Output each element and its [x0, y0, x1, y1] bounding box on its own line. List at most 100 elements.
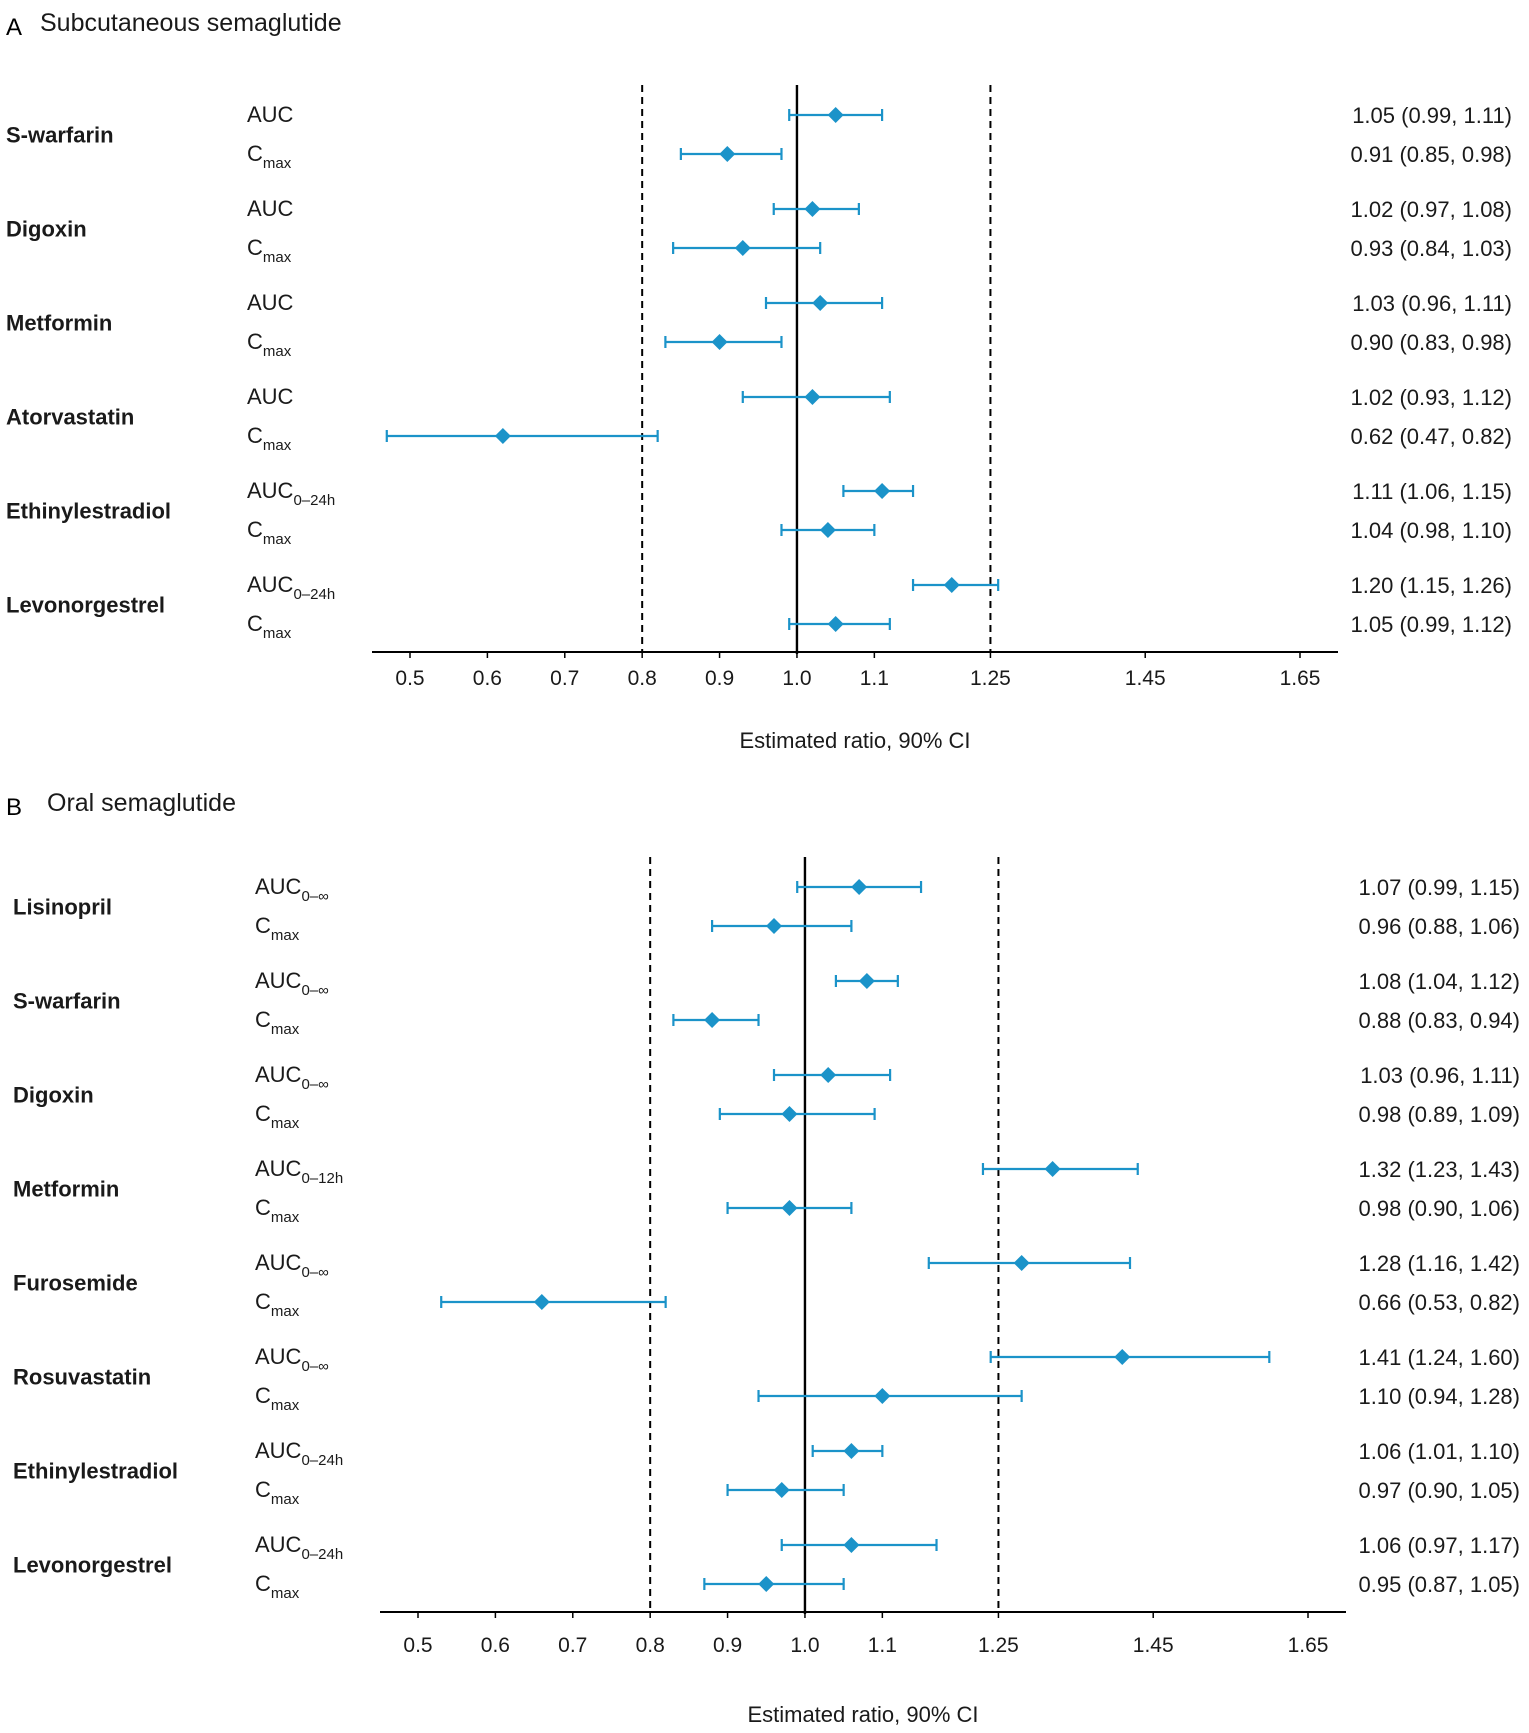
drug-label: Atorvastatin	[6, 405, 134, 430]
x-tick-label: 0.9	[713, 1634, 742, 1657]
metric-label: Cmax	[247, 423, 292, 454]
metric-subscript: max	[263, 531, 292, 548]
x-tick-label: 0.5	[395, 667, 424, 690]
x-tick-label: 0.6	[481, 1634, 510, 1657]
estimate-marker	[843, 1443, 860, 1459]
estimate-marker	[843, 1537, 860, 1553]
panel-title: Subcutaneous semaglutide	[40, 9, 342, 37]
estimate-marker	[820, 1067, 837, 1083]
ci-value-label: 1.41 (1.24, 1.60)	[1359, 1345, 1520, 1370]
metric-label: AUC0–12h	[255, 1156, 343, 1187]
estimate-marker	[1044, 1161, 1061, 1177]
ci-value-label: 1.32 (1.23, 1.43)	[1359, 1157, 1520, 1182]
x-axis-label: Estimated ratio, 90% CI	[747, 1702, 978, 1727]
metric-subscript: max	[271, 1303, 300, 1320]
drug-label: Digoxin	[6, 217, 87, 242]
metric-subscript: max	[263, 437, 292, 454]
drug-label: Furosemide	[13, 1271, 138, 1296]
estimate-marker	[533, 1294, 550, 1310]
metric-label: Cmax	[255, 1195, 300, 1226]
metric-label: Cmax	[247, 329, 292, 360]
metric-label: AUC0–∞	[255, 874, 329, 905]
x-tick-label: 1.45	[1133, 1634, 1174, 1657]
ci-value-label: 0.90 (0.83, 0.98)	[1351, 330, 1512, 355]
ci-value-label: 0.88 (0.83, 0.94)	[1359, 1008, 1520, 1033]
drug-label: Levonorgestrel	[6, 593, 165, 618]
x-tick-label: 0.5	[403, 1634, 432, 1657]
ci-value-label: 0.96 (0.88, 1.06)	[1359, 914, 1520, 939]
estimate-marker	[1013, 1255, 1030, 1271]
metric-subscript: max	[263, 249, 292, 266]
metric-label: Cmax	[255, 1477, 300, 1508]
drug-label: Ethinylestradiol	[13, 1459, 178, 1484]
estimate-marker	[1114, 1349, 1131, 1365]
estimate-marker	[719, 146, 736, 162]
ci-value-label: 1.06 (1.01, 1.10)	[1359, 1439, 1520, 1464]
ci-value-label: 1.20 (1.15, 1.26)	[1351, 573, 1512, 598]
estimate-marker	[819, 522, 836, 538]
metric-subscript: 0–12h	[301, 1170, 343, 1187]
estimate-marker	[851, 879, 868, 895]
estimate-marker	[734, 240, 751, 256]
drug-label: S-warfarin	[6, 123, 114, 148]
ci-value-label: 0.98 (0.90, 1.06)	[1359, 1196, 1520, 1221]
ci-value-label: 1.02 (0.97, 1.08)	[1351, 197, 1512, 222]
x-axis-label: Estimated ratio, 90% CI	[739, 728, 970, 753]
estimate-marker	[943, 577, 960, 593]
ci-value-label: 1.05 (0.99, 1.12)	[1351, 612, 1512, 637]
estimate-marker	[804, 389, 821, 405]
ci-value-label: 1.03 (0.96, 1.11)	[1352, 291, 1512, 316]
metric-label: AUC	[247, 196, 294, 221]
estimate-marker	[874, 483, 891, 499]
estimate-marker	[758, 1576, 775, 1592]
ci-value-label: 1.04 (0.98, 1.10)	[1351, 518, 1512, 543]
metric-label: Cmax	[247, 517, 292, 548]
ci-value-label: 0.97 (0.90, 1.05)	[1359, 1478, 1520, 1503]
metric-label: AUC0–∞	[255, 1250, 329, 1281]
estimate-marker	[827, 107, 844, 123]
ci-value-label: 1.08 (1.04, 1.12)	[1359, 969, 1520, 994]
metric-label: Cmax	[255, 1007, 300, 1038]
ci-value-label: 0.93 (0.84, 1.03)	[1351, 236, 1512, 261]
metric-subscript: 0–24h	[301, 1452, 343, 1469]
metric-label: AUC0–∞	[255, 1344, 329, 1375]
metric-subscript: max	[263, 625, 292, 642]
ci-value-label: 1.02 (0.93, 1.12)	[1351, 385, 1512, 410]
ci-value-label: 0.62 (0.47, 0.82)	[1351, 424, 1512, 449]
ci-value-label: 1.03 (0.96, 1.11)	[1360, 1063, 1520, 1088]
drug-label: Lisinopril	[13, 895, 112, 920]
drug-label: Digoxin	[13, 1083, 94, 1108]
metric-label: Cmax	[247, 141, 292, 172]
x-tick-label: 1.1	[860, 667, 889, 690]
metric-label: Cmax	[255, 1289, 300, 1320]
metric-subscript: max	[271, 927, 300, 944]
metric-label: AUC0–24h	[255, 1438, 343, 1469]
ci-value-label: 1.07 (0.99, 1.15)	[1359, 875, 1520, 900]
metric-subscript: max	[263, 155, 292, 172]
metric-label: Cmax	[255, 1571, 300, 1602]
x-tick-label: 1.65	[1280, 667, 1321, 690]
metric-subscript: 0–24h	[301, 1546, 343, 1563]
panel-b: B Oral semaglutide 0.5 0.6 0.7 0.8 0.9 1.0 1.1 1.…	[6, 789, 1520, 1727]
x-tick-label: 0.6	[473, 667, 502, 690]
x-tick-label: 1.25	[978, 1634, 1019, 1657]
estimate-marker	[874, 1388, 891, 1404]
x-tick-label: 1.0	[782, 667, 811, 690]
drug-label: Ethinylestradiol	[6, 499, 171, 524]
x-tick-label: 1.1	[868, 1634, 897, 1657]
metric-label: AUC0–∞	[255, 1062, 329, 1093]
metric-subscript: max	[271, 1491, 300, 1508]
estimate-marker	[766, 918, 782, 934]
x-tick-label: 1.0	[790, 1634, 819, 1657]
metric-label: AUC0–∞	[255, 968, 329, 999]
drug-label: S-warfarin	[13, 989, 121, 1014]
estimate-marker	[494, 428, 511, 444]
metric-label: AUC0–24h	[255, 1532, 343, 1563]
x-tick-label: 1.65	[1288, 1634, 1329, 1657]
metric-label: Cmax	[255, 913, 300, 944]
estimate-marker	[781, 1200, 798, 1216]
estimate-marker	[858, 973, 875, 989]
estimate-marker	[704, 1012, 721, 1028]
metric-label: Cmax	[255, 1101, 300, 1132]
panel-letter: B	[6, 794, 22, 821]
